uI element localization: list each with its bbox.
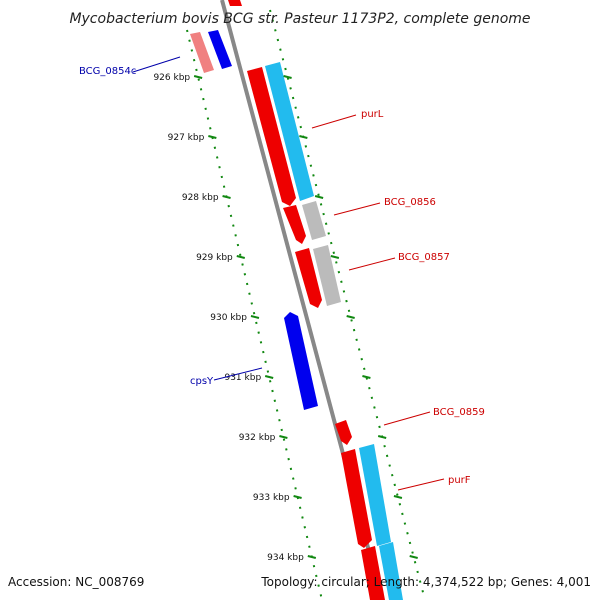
tick-mark-outer xyxy=(409,555,418,559)
tick-mark xyxy=(250,315,260,319)
tick-label: 928 kbp xyxy=(182,193,219,203)
tick-mark-outer xyxy=(377,435,387,439)
gene-feature-cpsy[interactable] xyxy=(284,312,318,410)
leader-line-bcg-0854c xyxy=(132,56,181,73)
tick-label: 932 kbp xyxy=(239,433,276,443)
gene-label-purf[interactable]: purF xyxy=(448,475,471,486)
gene-feature-bcg-0857[interactable] xyxy=(295,248,322,308)
gene-feature-purl[interactable] xyxy=(247,67,296,206)
tick-label: 931 kbp xyxy=(224,373,261,383)
tick-mark xyxy=(208,135,217,139)
gene-feature-purl-rna[interactable] xyxy=(265,62,314,201)
tick-track-outer xyxy=(269,9,426,600)
tick-mark-outer xyxy=(283,75,292,79)
map-title: Mycobacterium bovis BCG str. Pasteur 117… xyxy=(69,11,530,27)
gene-feature-bcg-0859[interactable] xyxy=(335,420,352,445)
gene-label-bcg-0857[interactable]: BCG_0857 xyxy=(398,252,450,263)
gene-leader-lines xyxy=(132,56,445,491)
tick-mark xyxy=(293,495,302,499)
tick-label: 930 kbp xyxy=(210,313,247,323)
gene-features xyxy=(190,0,403,600)
tick-mark xyxy=(236,255,246,259)
tick-mark-outer xyxy=(299,135,308,139)
gene-feature-bcg-0856[interactable] xyxy=(283,205,306,244)
tick-mark-outer xyxy=(362,375,371,379)
gene-labels: BCG_0854c purL BCG_0856 BCG_0857 cpsY BC… xyxy=(79,66,485,486)
tick-mark-outer xyxy=(330,255,340,259)
gene-label-purl[interactable]: purL xyxy=(361,109,384,120)
tick-mark xyxy=(279,435,288,439)
gene-label-bcg-0854c[interactable]: BCG_0854c xyxy=(79,66,136,77)
gene-feature-bcg-0854c-rna[interactable] xyxy=(190,32,214,73)
tick-mark-outer xyxy=(393,495,403,499)
tick-mark xyxy=(222,195,231,199)
tick-mark xyxy=(307,555,317,559)
gene-feature-partial-top[interactable] xyxy=(228,0,242,6)
leader-line-purl xyxy=(311,114,357,129)
tick-label: 933 kbp xyxy=(253,493,290,503)
genome-summary-text: Topology: circular; Length: 4,374,522 bp… xyxy=(260,575,591,589)
gene-feature-partial-bottom-red[interactable] xyxy=(361,546,385,600)
tick-mark xyxy=(264,375,274,379)
gene-feature-bcg-0856-pseudo[interactable] xyxy=(302,201,326,240)
tick-label: 929 kbp xyxy=(196,253,233,263)
leader-line-bcg-0856 xyxy=(333,202,381,216)
leader-line-bcg-0859 xyxy=(383,411,431,426)
gene-feature-partial-bottom-rna[interactable] xyxy=(379,542,403,600)
tick-label: 926 kbp xyxy=(153,73,190,83)
leader-line-cpsy xyxy=(213,367,263,381)
tick-marks: 926 kbp 927 kbp 928 kbp 929 kbp 930 kbp 931 k… xyxy=(153,73,418,563)
tick-label: 934 kbp xyxy=(267,553,304,563)
tick-mark-outer xyxy=(314,195,324,199)
accession-text: Accession: NC_008769 xyxy=(8,575,144,589)
gene-feature-purf[interactable] xyxy=(341,449,372,548)
tick-label: 927 kbp xyxy=(168,133,205,143)
gene-feature-bcg-0857-pseudo[interactable] xyxy=(313,245,341,306)
gene-feature-bcg-0854c[interactable] xyxy=(208,30,232,69)
gene-feature-purf-rna[interactable] xyxy=(359,444,391,546)
gene-label-bcg-0856[interactable]: BCG_0856 xyxy=(384,197,436,208)
tick-mark-outer xyxy=(346,315,355,319)
gene-label-cpsy[interactable]: cpsY xyxy=(190,376,214,387)
leader-line-purf xyxy=(397,478,445,491)
tick-mark xyxy=(193,75,203,79)
leader-line-bcg-0857 xyxy=(348,257,396,271)
gene-label-bcg-0859[interactable]: BCG_0859 xyxy=(433,407,485,418)
